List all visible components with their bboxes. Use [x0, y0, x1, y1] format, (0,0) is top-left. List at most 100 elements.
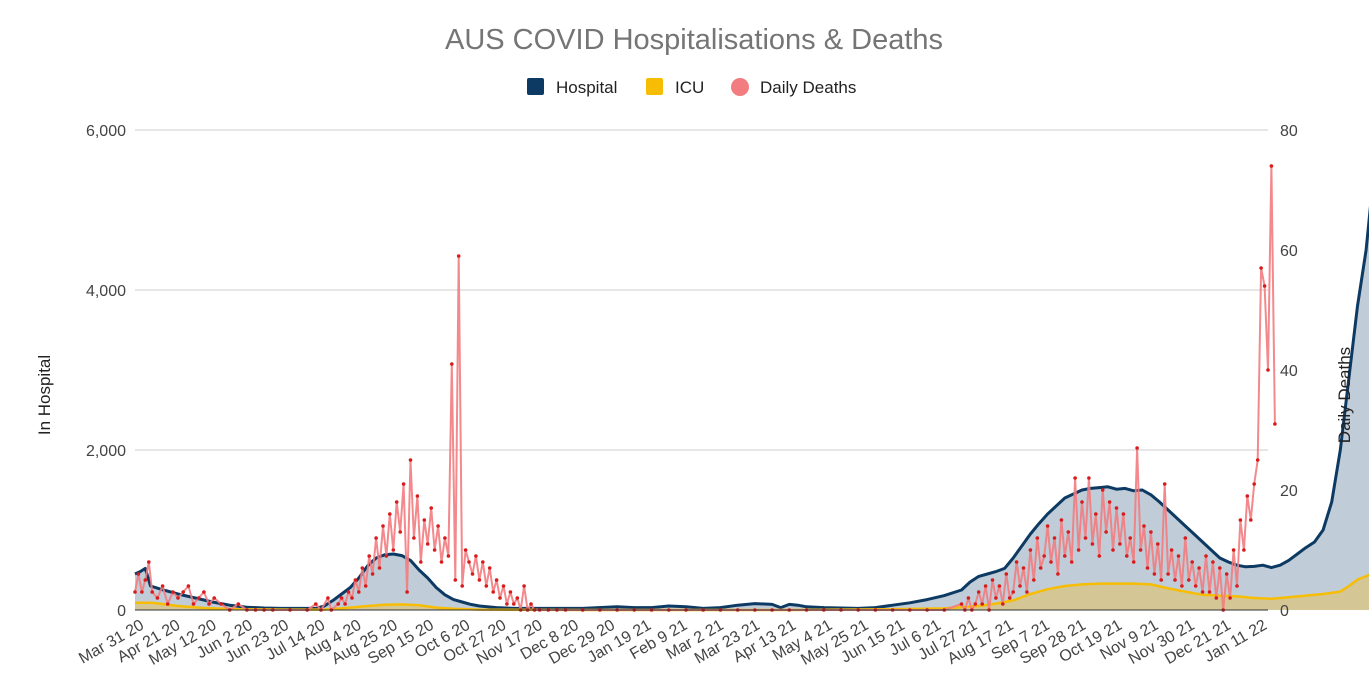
daily-deaths-point: [140, 590, 144, 594]
legend-swatch-icu: [646, 78, 663, 95]
daily-deaths-point: [1014, 560, 1019, 564]
daily-deaths-point: [160, 584, 165, 588]
daily-deaths-point: [1125, 554, 1129, 558]
daily-deaths-point: [997, 584, 1002, 588]
daily-deaths-point: [1056, 572, 1060, 576]
daily-deaths-point: [1025, 590, 1029, 594]
daily-deaths-point: [1224, 572, 1229, 576]
y-tick-right: 0: [1280, 603, 1289, 620]
daily-deaths-point: [212, 596, 216, 600]
daily-deaths-point: [346, 590, 351, 594]
daily-deaths-point: [446, 554, 451, 558]
daily-deaths-point: [522, 584, 526, 588]
daily-deaths-point: [1042, 554, 1046, 558]
icu-area: [135, 574, 1369, 610]
y-axis-right-title: Daily Deaths: [1335, 347, 1354, 443]
daily-deaths-point: [186, 584, 191, 588]
y-axis-left-title: In Hospital: [35, 355, 54, 435]
daily-deaths-point: [1231, 548, 1236, 552]
daily-deaths-point: [412, 536, 416, 540]
daily-deaths-point: [450, 362, 454, 366]
daily-deaths-point: [419, 560, 423, 564]
daily-deaths-point: [202, 590, 206, 594]
daily-deaths-point: [1145, 566, 1150, 570]
daily-deaths-point: [191, 602, 196, 606]
daily-deaths-point: [374, 536, 378, 540]
hospital-line: [134, 205, 1369, 610]
daily-deaths-point: [1083, 536, 1088, 540]
daily-deaths-point: [336, 602, 341, 606]
daily-deaths-point: [1235, 584, 1239, 588]
daily-deaths-point: [1076, 548, 1081, 552]
daily-deaths-point: [391, 548, 396, 552]
daily-deaths-point: [1001, 602, 1005, 606]
daily-deaths-point: [1142, 524, 1146, 528]
plot-areas: [134, 205, 1369, 612]
daily-deaths-point: [494, 578, 499, 582]
daily-deaths-point: [236, 602, 241, 606]
daily-deaths-point: [1269, 164, 1274, 168]
daily-deaths-point: [1087, 476, 1091, 480]
daily-deaths-point: [394, 500, 399, 504]
daily-deaths-point: [422, 518, 427, 522]
daily-deaths-point: [1104, 530, 1108, 534]
daily-deaths-point: [165, 602, 170, 606]
daily-deaths-point: [1245, 494, 1250, 498]
daily-deaths-point: [1169, 548, 1174, 552]
daily-deaths-point: [959, 602, 964, 606]
daily-deaths-point: [1266, 368, 1270, 372]
daily-deaths-point: [207, 602, 211, 606]
daily-deaths-point: [150, 590, 154, 594]
y-tick-left: 6,000: [86, 123, 126, 140]
legend-label-daily-deaths: Daily Deaths: [760, 78, 856, 97]
daily-deaths-point: [1138, 548, 1143, 552]
daily-deaths-point: [436, 524, 440, 528]
daily-deaths-point: [481, 560, 485, 564]
daily-deaths-point: [1214, 596, 1219, 600]
daily-deaths-point: [456, 254, 461, 258]
y-tick-left: 4,000: [86, 283, 126, 300]
daily-deaths-point: [1228, 596, 1232, 600]
daily-deaths-point: [1255, 458, 1260, 462]
daily-deaths-point: [973, 602, 978, 606]
daily-deaths-point: [1080, 500, 1084, 504]
daily-deaths-point: [181, 590, 185, 594]
daily-deaths-point: [1238, 518, 1243, 522]
daily-deaths-point: [1069, 560, 1074, 564]
daily-deaths-point: [1100, 488, 1105, 492]
daily-deaths-point: [350, 596, 354, 600]
daily-deaths-point: [429, 506, 434, 510]
daily-deaths-point: [453, 578, 458, 582]
legend-label-hospital: Hospital: [556, 78, 617, 97]
daily-deaths-point: [1193, 584, 1198, 588]
daily-deaths-point: [1128, 536, 1132, 540]
daily-deaths-point: [326, 596, 330, 600]
daily-deaths-point: [505, 602, 509, 606]
daily-deaths-point: [314, 602, 318, 606]
chart-title: AUS COVID Hospitalisations & Deaths: [445, 24, 943, 56]
daily-deaths-point: [432, 548, 437, 552]
daily-deaths-point: [136, 572, 141, 576]
daily-deaths-point: [477, 578, 482, 582]
daily-deaths-point: [1073, 476, 1077, 480]
daily-deaths-point: [512, 602, 516, 606]
daily-deaths-point: [1111, 548, 1115, 552]
y-tick-right: 80: [1280, 123, 1298, 140]
daily-deaths-point: [367, 554, 372, 558]
daily-deaths-point: [508, 590, 513, 594]
daily-deaths-point: [381, 524, 385, 528]
daily-deaths-point: [1004, 572, 1009, 576]
daily-deaths-point: [1135, 446, 1139, 450]
daily-deaths-point: [1173, 578, 1177, 582]
y-tick-right: 60: [1280, 243, 1298, 260]
daily-deaths-point: [388, 512, 392, 516]
daily-deaths-point: [1028, 548, 1033, 552]
daily-deaths-point: [439, 560, 444, 564]
daily-deaths-point: [994, 596, 998, 600]
icu-line: [135, 573, 1369, 612]
daily-deaths-point: [155, 596, 160, 600]
daily-deaths-point: [443, 536, 447, 540]
daily-deaths-point: [1121, 512, 1126, 516]
daily-deaths-point: [1242, 548, 1246, 552]
